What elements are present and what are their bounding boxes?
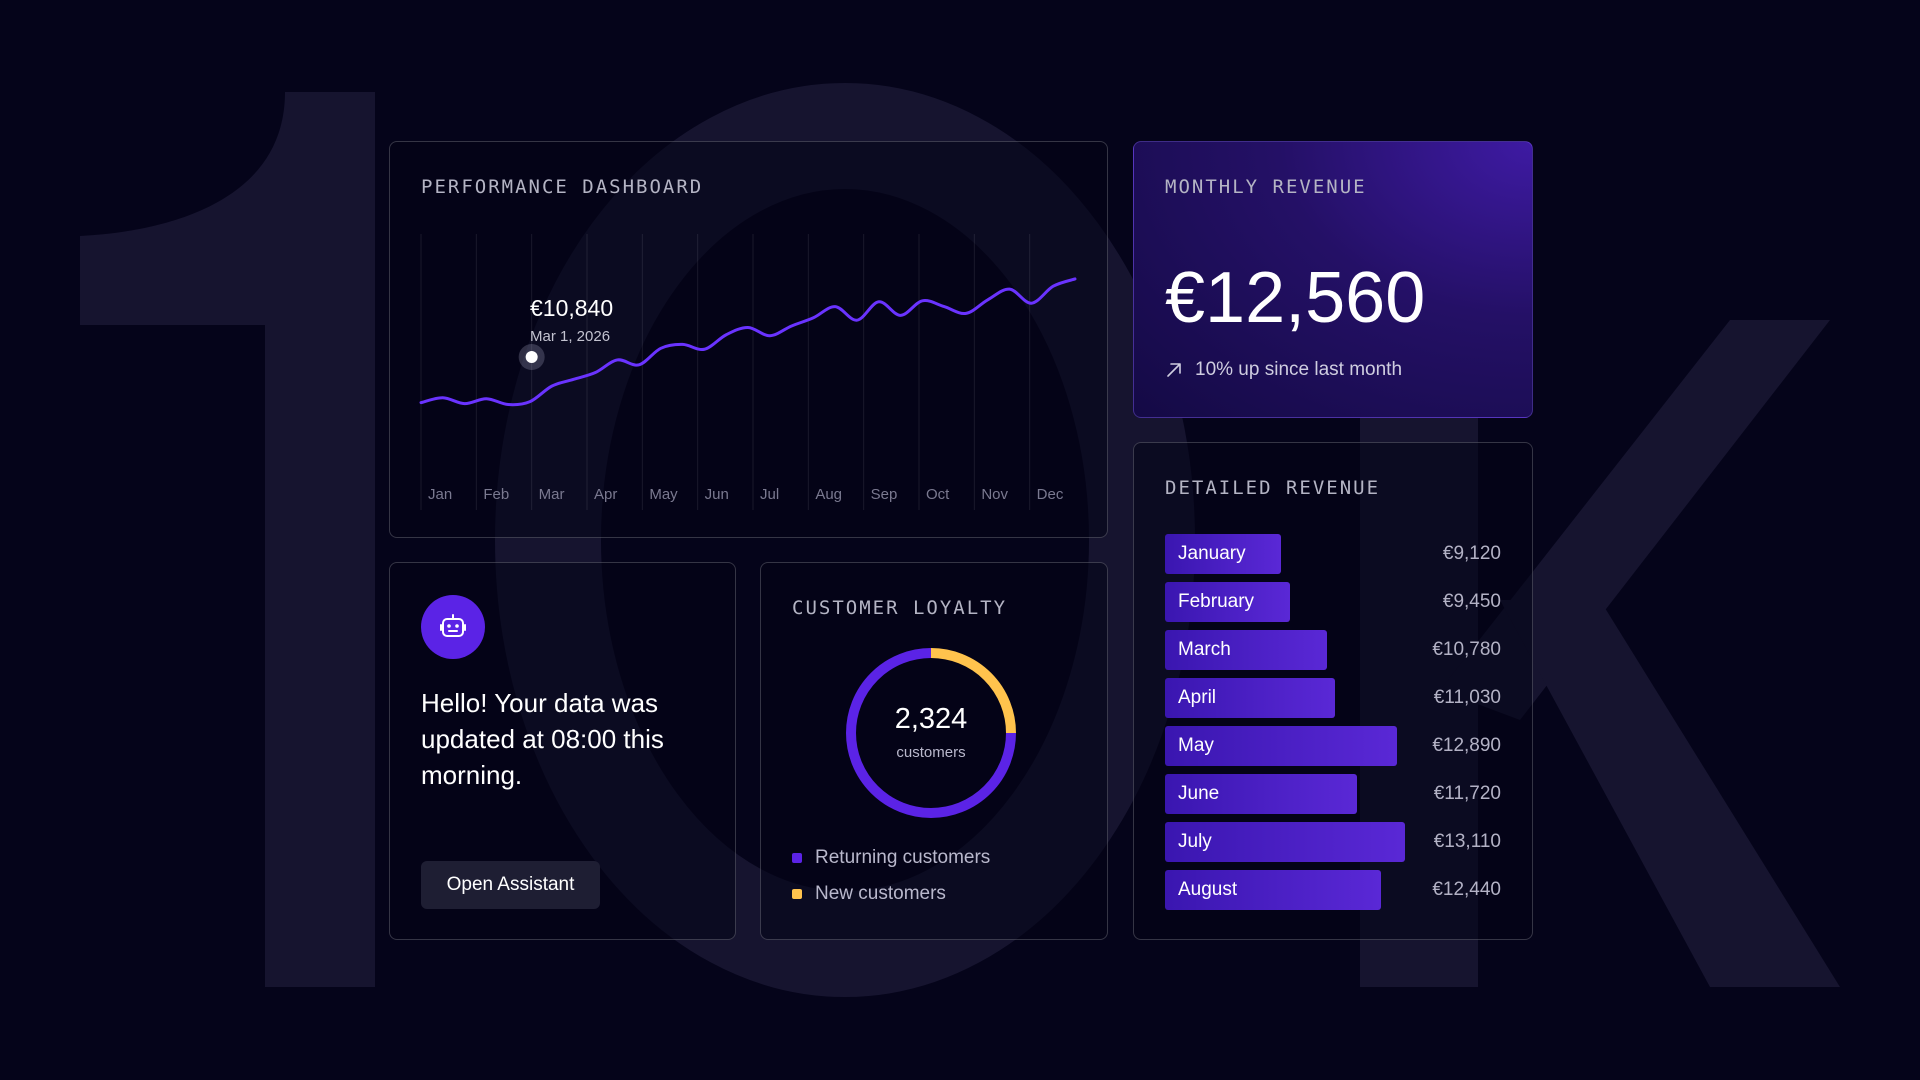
revenue-bar	[1165, 678, 1335, 718]
revenue-amount: €12,440	[1432, 879, 1501, 900]
revenue-month-label: August	[1178, 879, 1238, 900]
x-tick-mar: Mar	[539, 486, 565, 503]
loyalty-total-caption: customers	[896, 744, 966, 761]
x-tick-may: May	[649, 486, 678, 503]
revenue-row-july: July €13,110	[1165, 822, 1501, 862]
revenue-row-august: August €12,440	[1165, 870, 1501, 910]
x-tick-aug: Aug	[815, 486, 842, 503]
revenue-month-label: July	[1178, 831, 1212, 852]
revenue-amount: €12,890	[1432, 735, 1501, 756]
revenue-bar	[1165, 534, 1281, 574]
revenue-amount: €11,720	[1433, 783, 1501, 804]
monthly-revenue-card: MONTHLY REVENUE €12,560 10% up since las…	[1133, 141, 1533, 418]
highlight-point	[525, 351, 538, 364]
watermark-digit-one	[80, 92, 375, 987]
legend-dot-returning	[792, 853, 802, 863]
revenue-row-june: June €11,720	[1165, 774, 1501, 814]
x-tick-feb: Feb	[483, 486, 509, 503]
open-assistant-button[interactable]: Open Assistant	[421, 861, 600, 909]
revenue-row-may: May €12,890	[1165, 726, 1501, 766]
assistant-avatar	[421, 595, 485, 659]
revenue-month-label: March	[1178, 639, 1231, 660]
detailed-revenue-card: DETAILED REVENUE January €9,120 February €9…	[1133, 442, 1533, 940]
revenue-row-january: January €9,120	[1165, 534, 1501, 574]
monthly-revenue-title: MONTHLY REVENUE	[1165, 176, 1367, 198]
revenue-month-label: January	[1178, 543, 1246, 564]
revenue-amount: €9,120	[1442, 543, 1501, 564]
revenue-trend: 10% up since last month	[1165, 359, 1402, 381]
legend-returning: Returning customers	[792, 847, 990, 869]
x-tick-oct: Oct	[926, 486, 950, 503]
assistant-card: Hello! Your data was updated at 08:00 th…	[389, 562, 736, 940]
revenue-row-march: March €10,780	[1165, 630, 1501, 670]
x-tick-nov: Nov	[981, 486, 1008, 503]
loyalty-donut-chart	[846, 648, 1016, 818]
chart-tooltip-value: €10,840	[530, 295, 614, 321]
customer-loyalty-card: CUSTOMER LOYALTY 2,324 customers Returni…	[760, 562, 1108, 940]
revenue-month-label: April	[1178, 687, 1217, 708]
revenue-month-label: February	[1178, 591, 1255, 612]
legend-dot-new	[792, 889, 802, 899]
revenue-amount: €13,110	[1433, 831, 1501, 852]
assistant-message: Hello! Your data was updated at 08:00 th…	[421, 688, 664, 790]
revenue-bar	[1165, 870, 1381, 910]
revenue-bar	[1165, 582, 1290, 622]
x-tick-jul: Jul	[760, 486, 779, 503]
revenue-bar	[1165, 726, 1397, 766]
revenue-bar	[1165, 822, 1405, 862]
donut-slice-returning	[846, 648, 1016, 818]
revenue-trend-text: 10% up since last month	[1195, 359, 1403, 380]
arrow-up-right-icon	[1167, 363, 1181, 377]
revenue-line	[419, 277, 1077, 407]
loyalty-total: 2,324	[894, 703, 968, 735]
x-tick-jun: Jun	[705, 486, 729, 503]
revenue-month-label: June	[1178, 783, 1220, 804]
robot-icon	[440, 614, 466, 637]
loyalty-title: CUSTOMER LOYALTY	[792, 597, 1008, 619]
revenue-bar	[1165, 774, 1357, 814]
monthly-revenue-value: €12,560	[1165, 258, 1426, 338]
x-tick-jan: Jan	[428, 486, 452, 503]
detailed-revenue-title: DETAILED REVENUE	[1165, 477, 1381, 499]
performance-line-chart: Jan Feb Mar Apr May Jun Jul Aug Sep Oct Nov Dec	[419, 234, 1077, 510]
revenue-row-february: February €9,450	[1165, 582, 1501, 622]
performance-title: PERFORMANCE DASHBOARD	[421, 176, 704, 198]
x-tick-sep: Sep	[871, 486, 898, 503]
x-tick-apr: Apr	[594, 486, 617, 503]
revenue-amount: €9,450	[1442, 591, 1501, 612]
revenue-bar	[1165, 630, 1327, 670]
x-tick-dec: Dec	[1037, 486, 1064, 503]
legend-label-new: New customers	[815, 883, 946, 904]
legend-new: New customers	[792, 883, 946, 905]
legend-label-returning: Returning customers	[815, 847, 991, 868]
revenue-row-april: April €11,030	[1165, 678, 1501, 718]
revenue-amount: €10,780	[1432, 639, 1501, 660]
chart-tooltip-date: Mar 1, 2026	[530, 328, 611, 345]
revenue-amount: €11,030	[1433, 687, 1501, 708]
performance-dashboard-card: PERFORMANCE DASHBOARD Jan Feb Mar Apr May Jun…	[389, 141, 1108, 538]
revenue-month-label: May	[1178, 735, 1214, 756]
